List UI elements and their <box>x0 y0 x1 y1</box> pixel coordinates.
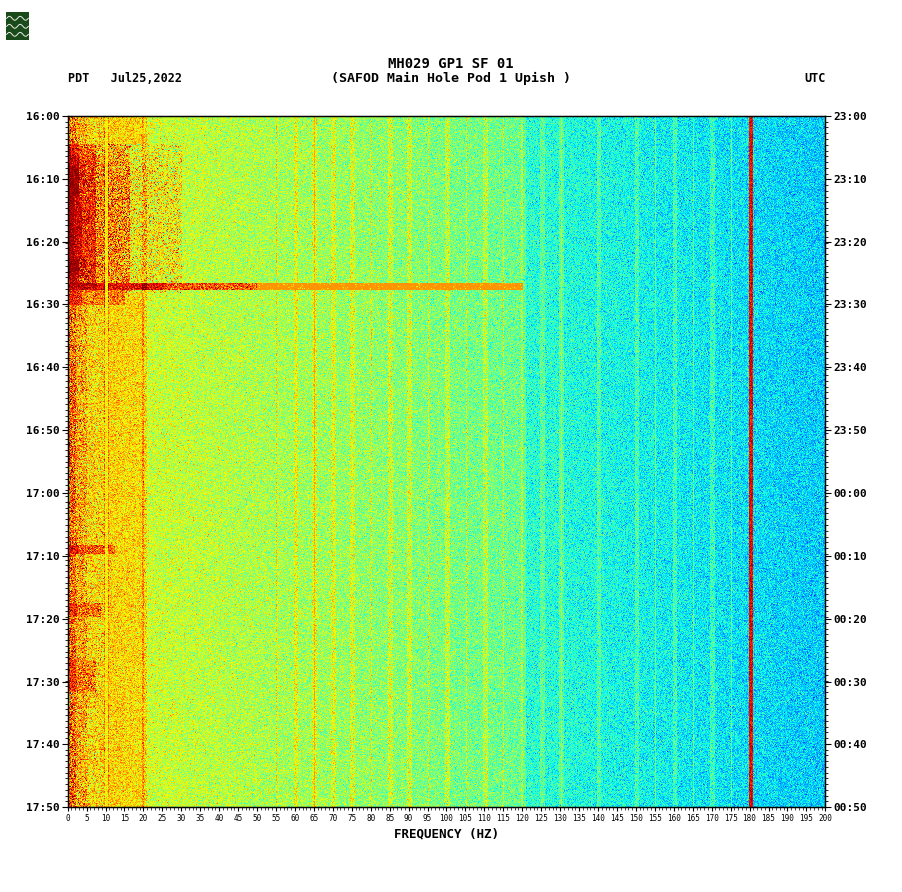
X-axis label: FREQUENCY (HZ): FREQUENCY (HZ) <box>394 828 499 840</box>
Text: USGS: USGS <box>29 19 60 32</box>
Text: (SAFOD Main Hole Pod 1 Upish ): (SAFOD Main Hole Pod 1 Upish ) <box>331 72 571 85</box>
Text: MH029 GP1 SF 01: MH029 GP1 SF 01 <box>388 57 514 71</box>
Text: UTC: UTC <box>804 72 825 85</box>
Bar <box>6 12 29 40</box>
Text: PDT   Jul25,2022: PDT Jul25,2022 <box>68 72 181 85</box>
